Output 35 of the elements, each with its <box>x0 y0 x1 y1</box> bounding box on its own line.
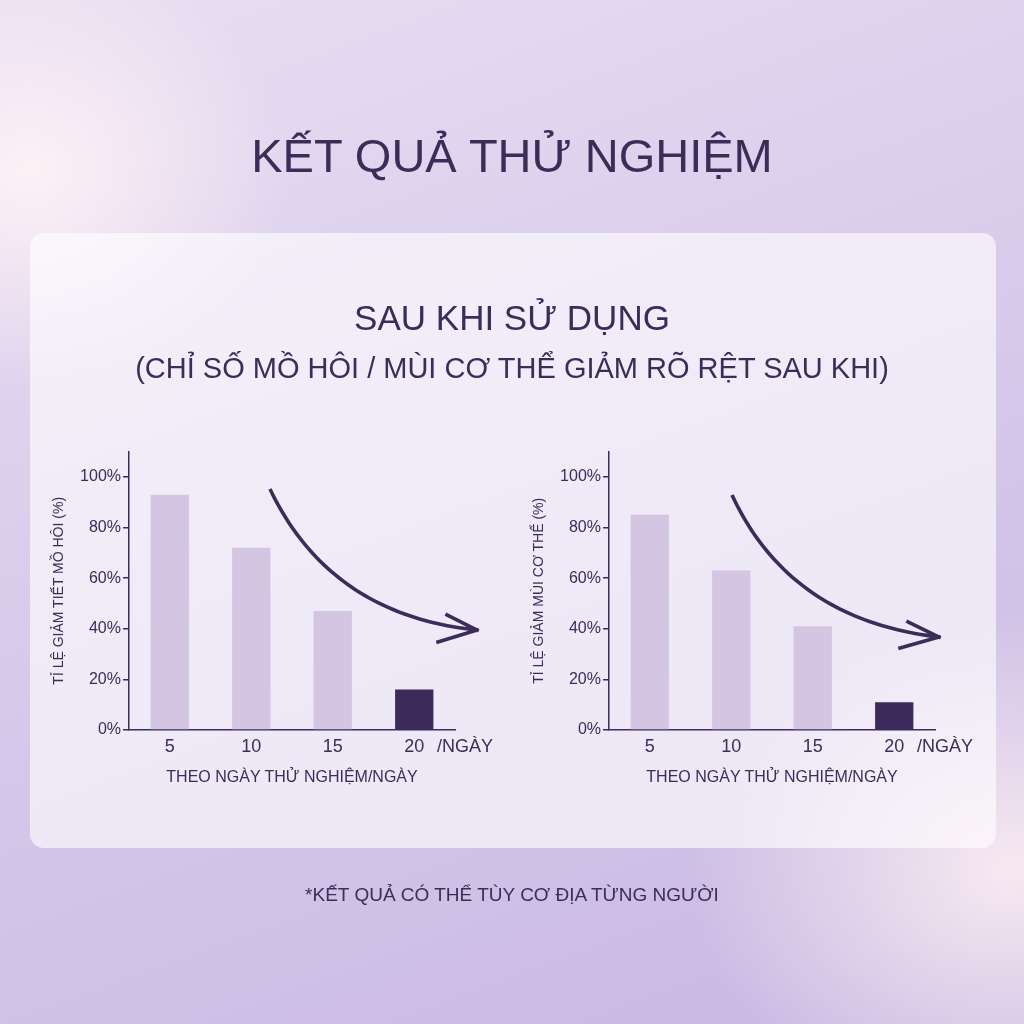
y-axis-title: TỈ LỆ GIẢM MÙI CƠ THỂ (%) <box>529 497 547 684</box>
x-tick-label: 5 <box>644 735 655 756</box>
x-tick-label: 20 <box>404 735 425 756</box>
y-tick-label: 40% <box>88 619 121 637</box>
text: /NGÀY <box>917 735 974 756</box>
y-tick-label: 20% <box>88 669 121 687</box>
text: /NGÀY <box>437 735 494 756</box>
x-tick-label: 20 <box>884 735 905 756</box>
y-axis-title: TỈ LỆ GIẢM TIẾT MỒ HÔI (%) <box>49 496 67 685</box>
x-tick-label: 5 <box>164 735 175 756</box>
y-tick-label: 0% <box>97 720 121 738</box>
text: *KẾT QUẢ CÓ THỂ TÙY CƠ ĐỊA TỪNG NGƯỜI <box>304 883 720 906</box>
bar <box>313 611 352 730</box>
y-tick-label: 100% <box>560 467 601 485</box>
bar <box>150 494 189 730</box>
y-tick-label: 100% <box>80 467 121 485</box>
y-tick-label: 80% <box>88 517 121 535</box>
bar <box>630 514 669 730</box>
y-tick-label: 60% <box>568 568 601 586</box>
y-tick-label: 40% <box>568 619 601 637</box>
y-tick-label: 80% <box>568 517 601 535</box>
x-tick-label: 15 <box>802 735 823 756</box>
x-axis-title: THEO NGÀY THỬ NGHIỆM/NGÀY <box>166 766 418 785</box>
x-tick-label: 10 <box>721 735 742 756</box>
x-tick-label: 10 <box>241 735 262 756</box>
bar <box>712 570 751 730</box>
y-tick-label: 20% <box>568 669 601 687</box>
chart-title: KẾT QUẢ THỬ NGHIỆM <box>250 128 774 184</box>
bar <box>793 626 832 730</box>
bar <box>232 547 271 730</box>
x-tick-label: 15 <box>322 735 343 756</box>
x-axis-title: THEO NGÀY THỬ NGHIỆM/NGÀY <box>646 766 898 785</box>
y-tick-label: 0% <box>577 720 601 738</box>
y-tick-label: 60% <box>88 568 121 586</box>
chart-subtitle: SAU KHI SỬ DỤNG (CHỈ SỐ MỒ HÔI / MÙI CƠ THỂ GIẢM RÕ RỆT SAU KHI) <box>134 297 890 386</box>
